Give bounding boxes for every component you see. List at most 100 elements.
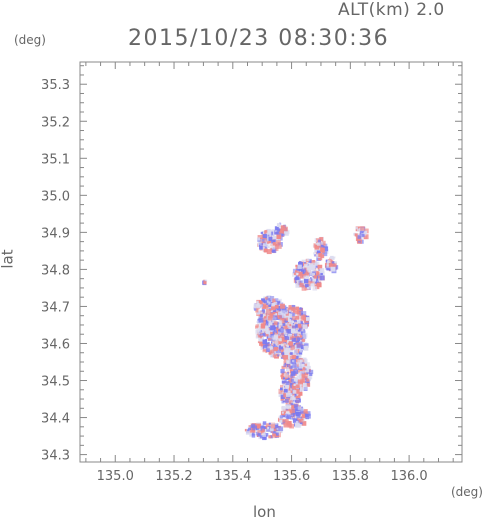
heatmap-cell <box>260 335 263 339</box>
y-tick-label: 34.6 <box>41 337 70 352</box>
heatmap-cell <box>278 345 284 350</box>
heatmap-cell <box>282 383 287 389</box>
heatmap-cell <box>264 313 268 317</box>
heatmap-cell <box>299 386 303 390</box>
heatmap-cell <box>296 319 301 324</box>
heatmap-cell <box>279 419 283 423</box>
heatmap-cell <box>268 313 274 319</box>
heatmap-cell <box>300 409 305 414</box>
heatmap-cell <box>316 250 321 255</box>
heatmap-cell <box>305 362 310 367</box>
heatmap-cell <box>272 298 276 302</box>
heatmap-cell <box>274 304 279 309</box>
heatmap-cell <box>286 320 289 323</box>
x-axis-ticks: 135.0 135.2 135.4 135.6 135.8 136.0 <box>85 62 454 484</box>
heatmap-cell <box>295 386 300 391</box>
heatmap-cell <box>297 323 302 328</box>
heatmap-cell <box>268 322 273 327</box>
heatmap-cell <box>296 384 300 389</box>
heatmap-cell <box>283 415 286 418</box>
heatmap-cell <box>332 263 336 267</box>
heatmap-cell <box>301 421 307 426</box>
heatmap-cell <box>313 252 316 255</box>
heatmap-cell <box>263 300 267 304</box>
heatmap-cell <box>278 426 284 432</box>
heatmap-cell <box>262 339 268 345</box>
heatmap-cell <box>289 320 293 325</box>
heatmap-cell <box>305 275 310 280</box>
heatmap-cell <box>264 433 269 437</box>
heatmap-cell <box>295 399 300 404</box>
heatmap-cell <box>290 368 295 373</box>
heatmap-cell <box>317 264 323 270</box>
heatmap-cell <box>295 412 300 417</box>
heatmap-cell <box>258 337 263 342</box>
heatmap-cell <box>292 355 297 359</box>
heatmap-cell <box>301 285 307 291</box>
heatmap-cell <box>309 270 315 276</box>
heatmap-cell <box>274 307 278 311</box>
heatmap-cell <box>287 340 290 343</box>
heatmap-cell <box>294 355 298 359</box>
heatmap-cell <box>281 343 284 347</box>
heatmap-cell <box>316 265 319 268</box>
heatmap-cell <box>267 426 272 430</box>
heatmap-cell <box>245 431 250 435</box>
heatmap-cell <box>286 329 290 333</box>
x-tick-label: 135.0 <box>97 469 134 484</box>
heatmap-cell <box>288 319 292 322</box>
heatmap-cell <box>257 341 261 344</box>
heatmap-cell <box>257 240 262 245</box>
heatmap-cell <box>319 275 325 281</box>
heatmap-cell <box>276 327 280 331</box>
heatmap-cell <box>281 337 287 342</box>
y-tick-label: 34.9 <box>41 226 70 241</box>
heatmap-cell <box>304 368 307 371</box>
heatmap-cell <box>301 363 306 368</box>
heatmap-cell <box>297 314 302 319</box>
heatmap-cell <box>251 434 256 438</box>
heatmap-cell <box>288 325 293 330</box>
heatmap-cell <box>288 313 293 317</box>
heatmap-cell <box>258 303 263 308</box>
heatmap-cell <box>270 424 276 429</box>
heatmap-cell <box>312 260 316 263</box>
heatmap-cell <box>258 334 261 338</box>
heatmap-cell <box>293 383 296 387</box>
heatmap-cell <box>287 345 291 349</box>
heatmap-cell <box>316 282 322 288</box>
heatmap-cell <box>299 273 305 279</box>
heatmap-cell <box>282 323 286 327</box>
heatmap-cell <box>318 242 324 248</box>
heatmap-cell <box>312 273 315 276</box>
heatmap-cell <box>302 316 306 320</box>
heatmap-cell <box>281 391 284 394</box>
heatmap-cell <box>262 230 265 234</box>
y-tick-label: 35.3 <box>41 78 70 93</box>
heatmap-cell <box>276 321 279 325</box>
heatmap-cell <box>314 282 319 287</box>
heatmap-cell <box>268 240 272 243</box>
heatmap-cell <box>281 418 285 423</box>
heatmap-cell <box>294 422 300 428</box>
heatmap-cell <box>273 321 278 326</box>
heatmap-cell <box>290 415 294 418</box>
heatmap-cell <box>273 334 279 339</box>
heatmap-cell <box>310 282 315 287</box>
heatmap-cell <box>256 423 262 429</box>
heatmap-cell <box>275 349 279 354</box>
heatmap-cell <box>246 429 250 432</box>
heatmap-cell <box>353 233 356 236</box>
heatmap-cell <box>354 233 358 237</box>
heatmap-cell <box>283 230 289 236</box>
heatmap-cell <box>329 268 332 271</box>
heatmap-cell <box>289 359 294 364</box>
heatmap-cell <box>270 349 275 354</box>
heatmap-cell <box>298 337 303 342</box>
heatmap-cell <box>289 408 294 413</box>
heatmap-cell <box>276 231 280 235</box>
heatmap-cell <box>326 264 330 268</box>
heatmap-cell <box>268 237 273 241</box>
heatmap-cell <box>261 298 266 303</box>
heatmap-cell <box>263 344 267 349</box>
